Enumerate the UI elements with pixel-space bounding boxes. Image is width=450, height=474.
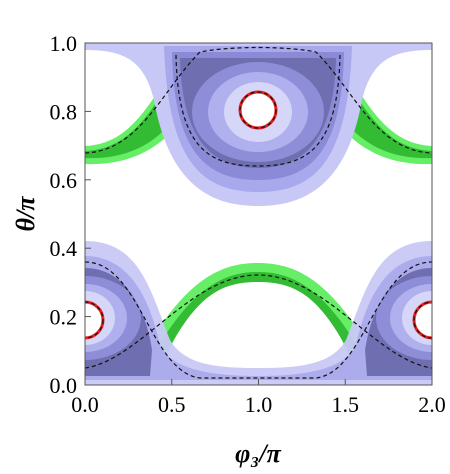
y-tick-label: 1.0	[50, 31, 78, 56]
y-tick-label: 0.0	[50, 373, 78, 398]
y-tick-label: 0.4	[50, 236, 78, 261]
y-tick-label: 0.8	[50, 99, 78, 124]
x-tick-label: 0.0	[71, 392, 99, 417]
y-axis-title: θ/π	[11, 196, 40, 232]
x-tick-label: 2.0	[418, 392, 446, 417]
y-tick-label: 0.6	[50, 168, 78, 193]
regions	[85, 43, 432, 385]
x-axis-title: φ₃/π	[235, 439, 281, 468]
x-tick-label: 0.5	[158, 392, 186, 417]
y-tick-label: 0.2	[50, 305, 78, 330]
x-tick-label: 1.5	[332, 392, 360, 417]
x-tick-label: 1.0	[245, 392, 273, 417]
